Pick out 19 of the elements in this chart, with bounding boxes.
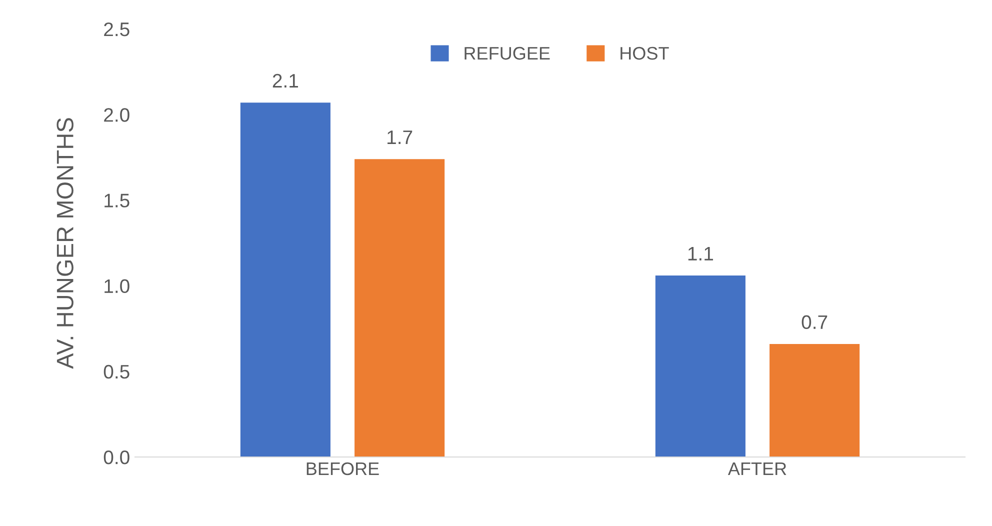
y-tick-label: 2.5 <box>104 22 130 36</box>
data-label: 1.1 <box>688 247 714 260</box>
data-label: 1.7 <box>388 130 412 144</box>
bar <box>354 159 445 457</box>
y-axis-title: AV. HUNGER MONTHS <box>56 118 74 369</box>
bar <box>240 102 330 457</box>
y-tick-label: 0.0 <box>104 450 130 464</box>
data-label: 2.1 <box>272 74 298 88</box>
bar <box>655 276 746 457</box>
x-tick-label: BEFORE <box>306 462 379 476</box>
legend-label: HOST <box>620 46 669 60</box>
legend-label: REFUGEE <box>464 46 550 60</box>
bar <box>770 344 860 457</box>
y-tick-label: 2.0 <box>104 108 130 122</box>
x-tick-label: AFTER <box>728 462 786 475</box>
y-tick-label: 1.0 <box>104 279 130 294</box>
y-tick-label: 1.5 <box>104 194 130 208</box>
y-tick-label: 0.5 <box>104 364 130 379</box>
data-label: 0.7 <box>802 315 828 330</box>
